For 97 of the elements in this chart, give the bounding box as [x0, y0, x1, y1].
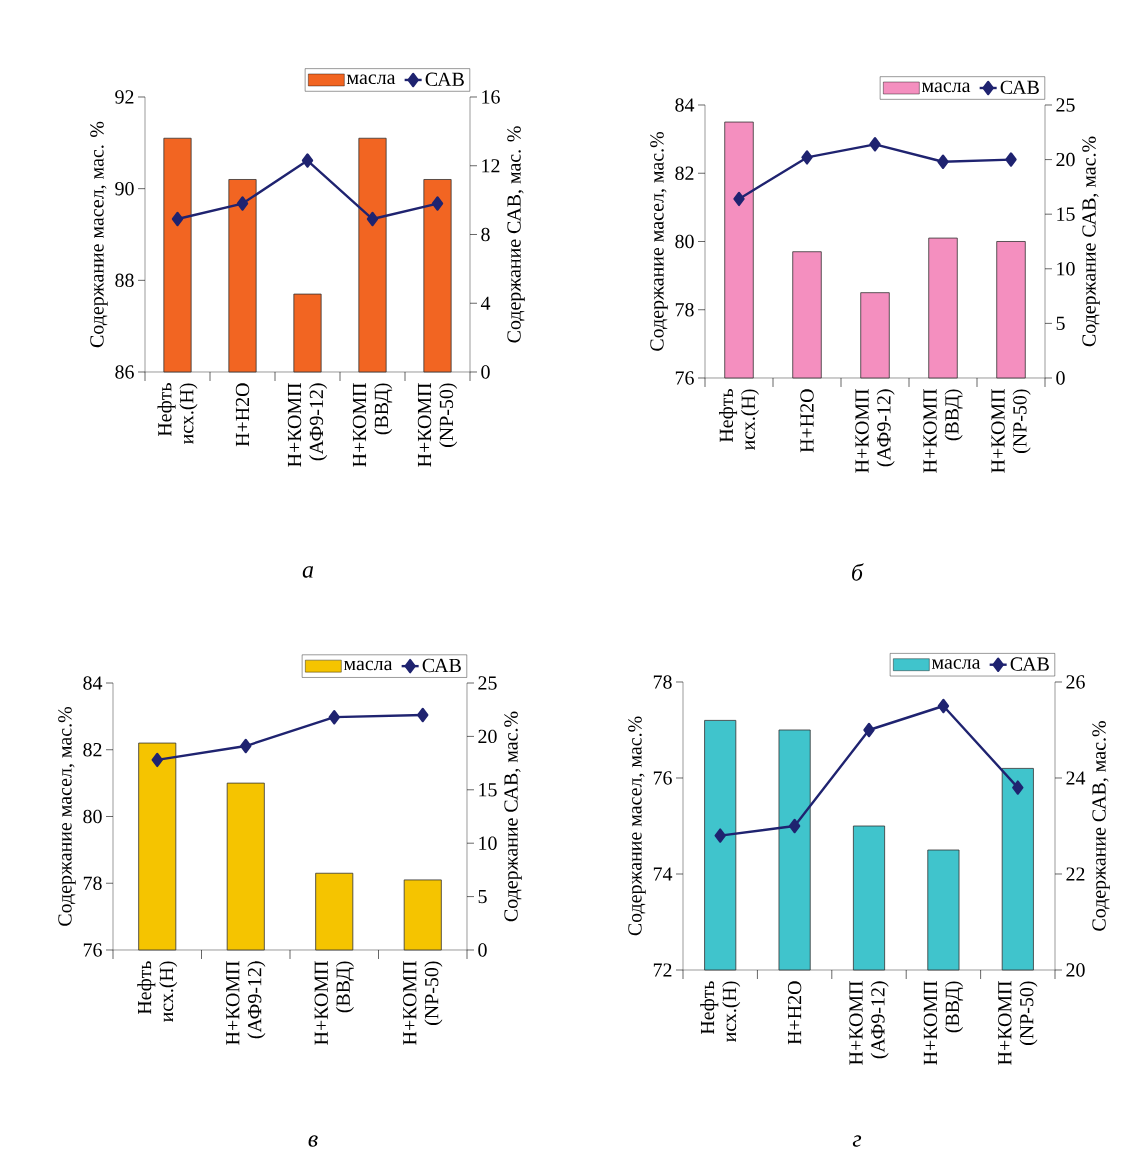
x-tick-label: Н+КОМП (АФ9-12): [287, 383, 328, 467]
y-tick-label: 90: [115, 181, 134, 196]
point: [236, 196, 249, 211]
y2-tick-label: 10: [1057, 262, 1075, 276]
y-axis-title: Содержание масел, мас.%: [628, 716, 646, 936]
y-tick-label: 86: [115, 365, 134, 379]
x-tick-label: Н+КОМП (NP-50): [991, 389, 1031, 473]
x-tick-label: Н+Н2О: [800, 389, 814, 453]
y2-tick-label: 0: [1056, 371, 1065, 385]
y-tick-label: 72: [653, 963, 672, 977]
point: [801, 150, 813, 165]
y2-tick-label: 0: [481, 365, 490, 379]
y-axis-title: Содержание масел, мас.%: [650, 131, 668, 351]
y2-tick-label: 5: [478, 889, 487, 904]
point: [301, 153, 314, 168]
point: [240, 738, 252, 754]
y2-tick-label: 25: [1056, 98, 1075, 112]
x-tick-label: Н+КОМП (ВВД): [352, 383, 393, 467]
legend-label: САВ: [422, 658, 461, 673]
y2-tick-label: 20: [1056, 152, 1075, 167]
y2-tick-label: 4: [480, 296, 491, 310]
y-tick-label: 80: [675, 234, 694, 249]
y2-axis-title: Содержание САВ, мас.%: [1082, 136, 1100, 347]
text: г: [852, 1135, 862, 1147]
y2-tick-label: 12: [482, 159, 500, 173]
x-tick-label: Н+КОМП (АФ9-12): [226, 961, 266, 1045]
x-tick-label: Нефть исх.(Н): [157, 383, 198, 444]
point: [151, 752, 163, 768]
y-tick-label: 88: [115, 273, 134, 288]
point: [431, 196, 444, 211]
y2-tick-label: 22: [1066, 867, 1085, 881]
legend-label: масла: [343, 660, 393, 671]
y-tick-label: 78: [653, 675, 672, 689]
point: [937, 698, 950, 714]
point: [869, 137, 881, 152]
x-tick-label: Н+Н2О: [235, 383, 250, 447]
y2-axis-title: Содержание САВ, мас. %: [507, 126, 525, 343]
y-tick-label: 76: [653, 771, 672, 785]
y-tick-label: 74: [653, 867, 673, 881]
x-tick-label: Н+КОМП (NP-50): [998, 981, 1038, 1065]
text: б: [852, 563, 864, 581]
legend-label: САВ: [1000, 80, 1039, 95]
y2-tick-label: 15: [479, 783, 497, 797]
y2-tick-label: 15: [1057, 207, 1075, 221]
x-tick-label: Нефть исх.(Н): [719, 389, 759, 450]
point: [788, 818, 801, 834]
x-tick-label: Н+КОМП (ВВД): [923, 389, 963, 473]
point: [366, 211, 379, 227]
y2-tick-label: 20: [478, 729, 497, 744]
legend-label: САВ: [1010, 657, 1049, 671]
x-tick-label: Нефть исх.(Н): [137, 961, 178, 1023]
y-tick-label: 76: [675, 371, 694, 385]
y2-tick-label: 8: [481, 227, 490, 242]
legend-label: масла: [921, 82, 971, 93]
x-tick-label: Н+КОМП (NP-50): [403, 961, 443, 1045]
x-tick-label: Н+КОМП (АФ9-12): [849, 981, 889, 1065]
y2-tick-label: 25: [478, 676, 497, 690]
point: [863, 722, 875, 738]
point: [1005, 152, 1017, 167]
y-tick-label: 92: [115, 90, 134, 104]
y2-tick-label: 24: [1066, 771, 1086, 785]
point: [733, 191, 745, 207]
point: [714, 828, 726, 843]
y2-tick-label: 26: [1066, 675, 1085, 689]
legend-label: масла: [931, 659, 981, 669]
y-axis-title: Содержание масел, мас. %: [90, 121, 108, 348]
x-tick-label: Н+Н2О: [787, 981, 802, 1045]
point: [937, 154, 949, 169]
legend-label: масла: [346, 74, 396, 85]
point: [417, 707, 429, 723]
x-tick-label: Н+КОМП (АФ9-12): [855, 389, 895, 473]
y-tick-label: 82: [675, 166, 694, 180]
y-tick-label: 78: [83, 876, 102, 890]
point: [171, 211, 184, 227]
text: а: [302, 566, 314, 578]
y2-tick-label: 0: [478, 943, 487, 957]
x-tick-label: Н+КОМП (ВВД): [923, 981, 964, 1065]
y2-axis-title: Содержание САВ, мас.%: [1092, 721, 1110, 931]
y-tick-label: 84: [675, 98, 695, 112]
y2-tick-label: 10: [479, 836, 497, 850]
y2-tick-label: 16: [482, 90, 500, 104]
y-tick-label: 78: [675, 303, 694, 317]
y2-tick-label: 20: [1066, 963, 1085, 977]
point: [328, 709, 340, 725]
legend-label: САВ: [425, 72, 464, 86]
point: [1012, 780, 1024, 795]
y-axis-title: Содержание масел, мас.%: [58, 707, 76, 926]
x-tick-label: Н+КОМП (NP-50): [417, 383, 458, 467]
y2-axis-title: Содержание САВ, мас.%: [504, 711, 522, 922]
y-tick-label: 82: [83, 743, 102, 757]
x-tick-label: Нефть исх.(Н): [700, 981, 741, 1043]
y2-tick-label: 5: [1056, 316, 1065, 330]
y-tick-label: 76: [83, 943, 102, 957]
y-tick-label: 84: [83, 676, 103, 690]
y-tick-label: 80: [83, 809, 102, 824]
text: в: [308, 1135, 318, 1147]
x-tick-label: Н+КОМП (ВВД): [314, 961, 354, 1045]
